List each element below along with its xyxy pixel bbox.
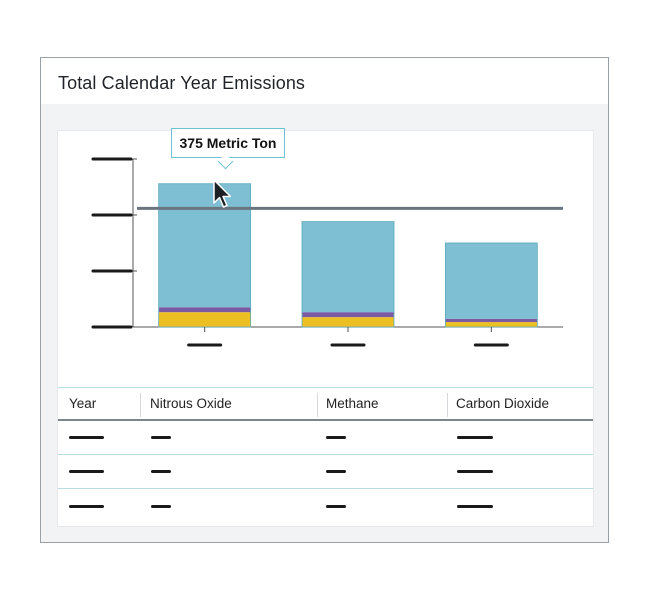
column-divider	[140, 393, 141, 417]
bar-segment	[158, 183, 251, 308]
emissions-card: Total Calendar Year Emissions 375 Metric…	[40, 57, 609, 543]
bar-segment	[302, 312, 394, 318]
mouse-pointer-icon	[213, 179, 232, 208]
placeholder-value	[457, 504, 493, 508]
column-header-carbon-dioxide: Carbon Dioxide	[456, 396, 550, 411]
card-title: Total Calendar Year Emissions	[58, 73, 306, 93]
bar-segment	[158, 307, 251, 313]
bar-segment	[445, 243, 538, 319]
bar-segment	[302, 317, 394, 327]
table-row	[58, 455, 593, 489]
placeholder-value	[151, 504, 171, 508]
placeholder-value	[151, 470, 171, 473]
placeholder-value	[69, 470, 104, 473]
placeholder-value	[457, 470, 493, 473]
card-header: Total Calendar Year Emissions	[41, 58, 608, 104]
bar-segment	[445, 322, 538, 327]
table-header-row: Year Nitrous Oxide Methane Carbon Dioxid…	[58, 387, 593, 421]
table-row	[58, 489, 593, 523]
emissions-table: Year Nitrous Oxide Methane Carbon Dioxid…	[58, 387, 593, 523]
placeholder-value	[457, 436, 493, 439]
placeholder-value	[69, 504, 104, 508]
placeholder-value	[326, 470, 346, 473]
column-divider	[317, 393, 318, 417]
bar-segment	[302, 221, 394, 313]
column-header-nitrous-oxide: Nitrous Oxide	[150, 396, 232, 411]
emissions-chart	[91, 157, 563, 347]
bar-segment	[445, 318, 538, 323]
bar-segment	[158, 312, 251, 327]
placeholder-value	[326, 504, 346, 508]
tooltip-text: 375 Metric Ton	[179, 135, 277, 151]
value-tooltip: 375 Metric Ton	[171, 128, 285, 158]
column-header-methane: Methane	[326, 396, 379, 411]
chart-panel: 375 Metric Ton Year Nitrous Oxide Methan…	[57, 128, 594, 527]
placeholder-value	[151, 436, 171, 439]
column-header-year: Year	[69, 396, 97, 411]
column-divider	[447, 393, 448, 417]
placeholder-value	[69, 436, 104, 439]
placeholder-value	[326, 436, 346, 439]
table-row	[58, 421, 593, 455]
